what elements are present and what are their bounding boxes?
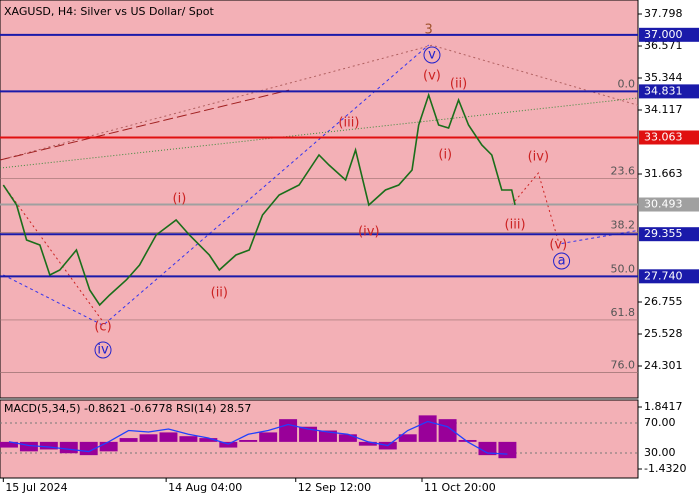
wave-label: (v) — [549, 237, 567, 252]
macd-bar — [0, 441, 18, 448]
guide-line — [0, 89, 290, 161]
macd-bar — [478, 441, 497, 456]
macd-bar — [99, 441, 118, 452]
price-level-label: 27.740 — [644, 269, 683, 282]
fib-label: 23.6 — [611, 165, 636, 178]
y-tick-label: 26.755 — [644, 295, 683, 308]
macd-bar — [179, 436, 198, 442]
wave-circle — [423, 46, 441, 64]
price-level-label: 29.355 — [644, 227, 683, 240]
plot-area — [0, 0, 639, 399]
fib-label: 38.2 — [611, 219, 636, 232]
macd-bar — [299, 426, 318, 442]
guide-line — [0, 97, 639, 169]
price-level-label: 30.493 — [644, 198, 683, 211]
macd-bar — [418, 415, 437, 442]
wave-label: (i) — [438, 147, 452, 162]
wave-label: 3 — [425, 22, 433, 37]
price-level-box — [639, 197, 699, 212]
wave-label: (iii) — [505, 217, 526, 232]
macd-bar — [279, 419, 298, 442]
macd-bar — [199, 438, 218, 442]
y-tick-label: 34.117 — [644, 103, 683, 116]
fib-label: 61.8 — [611, 306, 636, 319]
macd-bar — [338, 434, 357, 442]
macd-bar — [498, 441, 517, 459]
indicator-title: MACD(5,34,5) -0.8621 -0.6778 RSI(14) 28.… — [4, 402, 251, 415]
wave-label: (iii) — [338, 115, 359, 130]
wave-circle — [553, 252, 571, 270]
y-tick-label: 36.571 — [644, 39, 683, 52]
guide-line — [511, 171, 559, 241]
macd-bar — [159, 432, 178, 442]
macd-bar — [79, 441, 98, 456]
macd-bar — [119, 438, 138, 442]
x-tick-label: 15 Jul 2024 — [5, 481, 67, 494]
macd-bar — [239, 439, 258, 442]
price-level-box — [639, 27, 699, 42]
price-level-label: 37.000 — [644, 28, 683, 41]
macd-bar — [398, 434, 417, 442]
fib-label: 50.0 — [611, 262, 636, 275]
macd-bar — [319, 430, 337, 442]
wave-label: iv — [97, 342, 109, 357]
macd-bar — [219, 441, 238, 448]
y-tick-label: 31.663 — [644, 167, 683, 180]
rsi-line — [8, 420, 508, 455]
price-line — [2, 92, 516, 307]
macd-bar — [438, 419, 457, 442]
macd-bar — [458, 439, 477, 442]
macd-bar — [39, 441, 58, 450]
price-level-box — [639, 227, 699, 242]
price-level-label: 34.831 — [644, 84, 683, 97]
y-tick-label: 35.344 — [644, 71, 683, 84]
wave-label: a — [558, 254, 566, 269]
guide-line — [561, 229, 639, 244]
y2-tick-label: 70.00 — [644, 416, 676, 429]
wave-label: (ii) — [211, 285, 228, 300]
chart-title: XAGUSD, H4: Silver vs US Dollar/ Spot — [4, 5, 214, 18]
macd-bar — [259, 432, 278, 442]
y-tick-label: 25.528 — [644, 327, 683, 340]
y2-tick-label: 30.00 — [644, 446, 676, 459]
wave-label: (i) — [173, 191, 187, 206]
price-level-box — [639, 84, 699, 99]
guide-line — [0, 44, 639, 161]
wave-label: (c) — [94, 319, 111, 334]
wave-label: (v) — [423, 68, 441, 83]
macd-bar — [358, 441, 377, 446]
y-tick-label: -1.4320 — [644, 462, 686, 475]
price-level-box — [639, 269, 699, 284]
x-tick-label: 14 Aug 04:00 — [168, 481, 242, 494]
macd-bar — [19, 441, 38, 452]
y-tick-label: 24.301 — [644, 359, 683, 372]
price-level-label: 33.063 — [644, 130, 683, 143]
fib-label: 0.0 — [618, 77, 636, 90]
wave-label: (iv) — [358, 225, 379, 240]
wave-label: v — [428, 48, 436, 63]
macd-bar — [59, 441, 78, 454]
y-tick-label: 1.8417 — [644, 400, 683, 413]
wave-label: (ii) — [450, 77, 467, 92]
guide-line — [2, 184, 104, 322]
price-level-box — [639, 130, 699, 145]
x-tick-label: 12 Sep 12:00 — [298, 481, 371, 494]
wave-circle — [94, 341, 112, 359]
wave-label: (iv) — [528, 149, 549, 164]
fib-label: 76.0 — [611, 358, 636, 371]
x-tick-label: 11 Oct 20:00 — [424, 481, 496, 494]
macd-bar — [139, 434, 158, 442]
y-tick-label: 37.798 — [644, 7, 683, 20]
